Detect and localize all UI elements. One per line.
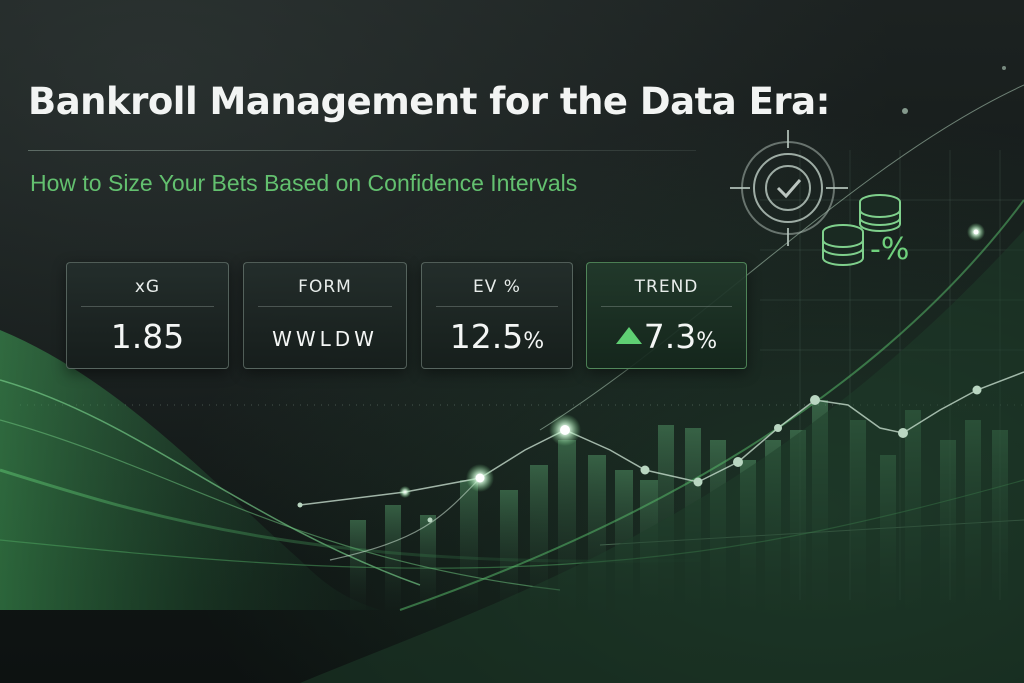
line-points bbox=[297, 385, 982, 523]
kpi-value-ev: 12.5% bbox=[422, 317, 572, 356]
decor-icons bbox=[730, 130, 901, 266]
kpi-value-ev-number: 12.5 bbox=[449, 317, 524, 356]
kpi-value-trend-number: 7.3 bbox=[643, 317, 697, 356]
kpi-card-form: FORM WWLDW bbox=[243, 262, 407, 369]
kpi-divider bbox=[258, 306, 392, 307]
kpi-label-form: FORM bbox=[298, 277, 352, 297]
subtitle: How to Size Your Bets Based on Confidenc… bbox=[30, 170, 578, 196]
kpi-divider bbox=[81, 306, 214, 307]
coin-stack-icon bbox=[822, 194, 901, 266]
kpi-value-trend-unit: % bbox=[696, 329, 718, 354]
kpi-divider bbox=[436, 306, 558, 307]
kpi-divider bbox=[601, 306, 732, 307]
glow-nodes bbox=[399, 66, 1006, 498]
percent-icon: -% bbox=[870, 232, 910, 267]
kpi-value-trend: 7.3% bbox=[587, 317, 746, 356]
kpi-label-xg: xG bbox=[134, 277, 161, 297]
headline: Bankroll Management for the Data Era: bbox=[28, 80, 830, 123]
kpi-value-form: WWLDW bbox=[272, 327, 378, 351]
kpi-value-ev-unit: % bbox=[523, 329, 545, 354]
kpi-label-trend: TREND bbox=[634, 277, 699, 297]
kpi-label-ev: EV % bbox=[473, 277, 521, 297]
trend-up-icon bbox=[615, 327, 642, 344]
kpi-card-trend: TREND 7.3% bbox=[586, 262, 747, 369]
upper-arc-line bbox=[539, 84, 1024, 431]
kpi-card-ev: EV % 12.5% bbox=[421, 262, 573, 369]
kpi-value-xg: 1.85 bbox=[110, 317, 185, 356]
target-check-icon bbox=[730, 130, 848, 246]
kpi-card-xg: xG 1.85 bbox=[66, 262, 229, 369]
title-divider bbox=[28, 150, 696, 151]
